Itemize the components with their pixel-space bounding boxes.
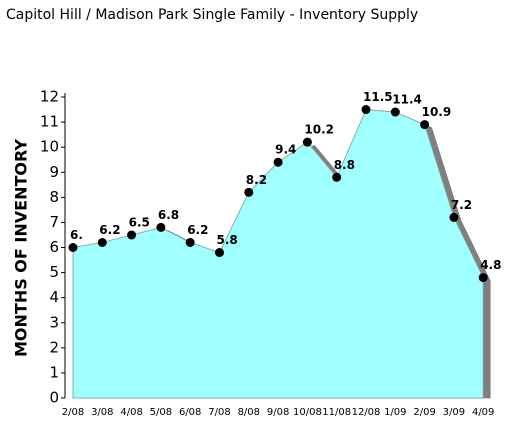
data-point — [273, 157, 283, 167]
data-point — [420, 120, 430, 130]
x-tick-label: 3/09 — [443, 407, 465, 418]
x-tick-label: 7/08 — [208, 407, 230, 418]
x-tick-label: 10/08 — [293, 407, 322, 418]
x-tick-label: 8/08 — [238, 407, 260, 418]
value-label: 6.2 — [187, 223, 208, 237]
x-tick-label: 2/09 — [413, 407, 435, 418]
y-tick-label: 4 — [49, 288, 59, 306]
value-label: 11.5 — [363, 90, 393, 104]
value-label: 6.8 — [158, 208, 179, 222]
value-label: 7.2 — [451, 198, 472, 212]
x-tick-label: 9/08 — [267, 407, 289, 418]
chart-title: Capitol Hill / Madison Park Single Famil… — [6, 7, 418, 23]
value-label: 6.5 — [129, 215, 150, 229]
data-point — [97, 237, 107, 247]
data-point — [215, 248, 224, 258]
x-tick-label: 11/08 — [322, 407, 351, 418]
data-point — [390, 107, 400, 117]
data-point — [332, 172, 342, 182]
y-tick-label: 8 — [49, 188, 59, 206]
y-tick-label: 10 — [40, 138, 59, 156]
y-tick-label: 7 — [49, 213, 59, 231]
y-tick-label: 9 — [49, 163, 59, 181]
data-point — [244, 187, 254, 197]
y-tick-label: 6 — [49, 238, 59, 256]
x-tick-label: 6/08 — [179, 407, 201, 418]
value-label: 8.2 — [246, 173, 267, 187]
x-tick-label: 2/08 — [62, 407, 84, 418]
value-label: 11.4 — [392, 93, 422, 107]
data-point — [361, 105, 371, 115]
data-point — [156, 222, 166, 232]
data-point — [449, 212, 459, 222]
value-label: 6.2 — [99, 223, 120, 237]
value-label: 10.2 — [304, 123, 334, 137]
value-label: 8.8 — [334, 158, 355, 172]
value-label: 10.9 — [422, 105, 452, 119]
y-tick-label: 1 — [49, 363, 59, 381]
data-point — [68, 243, 78, 252]
x-tick-label: 5/08 — [150, 407, 172, 418]
data-point — [185, 237, 195, 247]
y-tick-label: 2 — [49, 338, 59, 356]
x-tick-label: 4/09 — [472, 407, 494, 418]
y-tick-label: 0 — [49, 389, 59, 407]
x-tick-label: 4/08 — [120, 407, 142, 418]
y-tick-label: 3 — [49, 313, 59, 331]
data-point — [478, 273, 488, 283]
x-tick-label: 1/09 — [384, 407, 406, 418]
area — [72, 109, 484, 399]
x-tick-label: 12/08 — [352, 407, 381, 418]
y-tick-label: 5 — [49, 263, 59, 281]
value-label: 9.4 — [275, 143, 296, 157]
y-axis-label: MONTHS OF INVENTORY — [12, 139, 31, 357]
value-label: 6. — [70, 228, 83, 242]
value-label: 5.8 — [217, 233, 238, 247]
x-tick-label: 3/08 — [91, 407, 113, 418]
y-tick-label: 12 — [40, 88, 59, 106]
data-point — [302, 137, 312, 147]
y-tick-label: 11 — [40, 113, 59, 131]
value-label: 4.8 — [480, 258, 501, 272]
data-point — [127, 230, 137, 240]
